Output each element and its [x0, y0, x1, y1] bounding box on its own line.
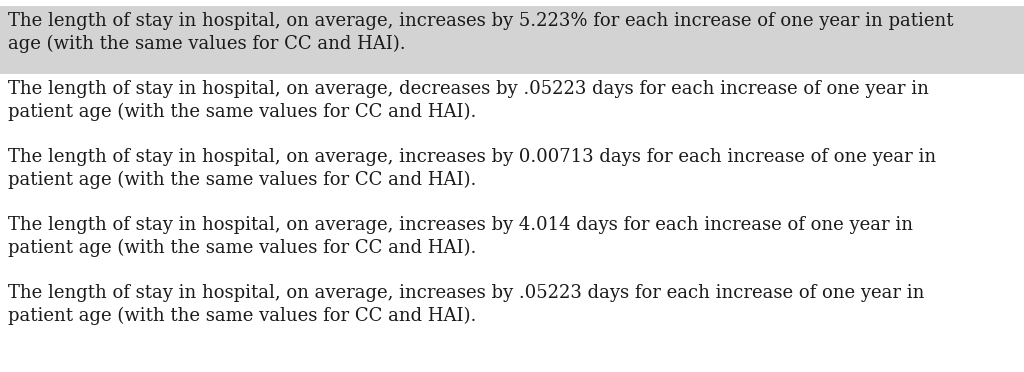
Text: The length of stay in hospital, on average, increases by 0.00713 days for each i: The length of stay in hospital, on avera… — [8, 148, 936, 189]
Bar — [0, 6, 1024, 74]
Text: The length of stay in hospital, on average, increases by 5.223% for each increas: The length of stay in hospital, on avera… — [8, 12, 953, 53]
Text: The length of stay in hospital, on average, decreases by .05223 days for each in: The length of stay in hospital, on avera… — [8, 80, 929, 121]
Text: The length of stay in hospital, on average, increases by 4.014 days for each inc: The length of stay in hospital, on avera… — [8, 216, 913, 257]
Text: The length of stay in hospital, on average, increases by .05223 days for each in: The length of stay in hospital, on avera… — [8, 284, 925, 325]
